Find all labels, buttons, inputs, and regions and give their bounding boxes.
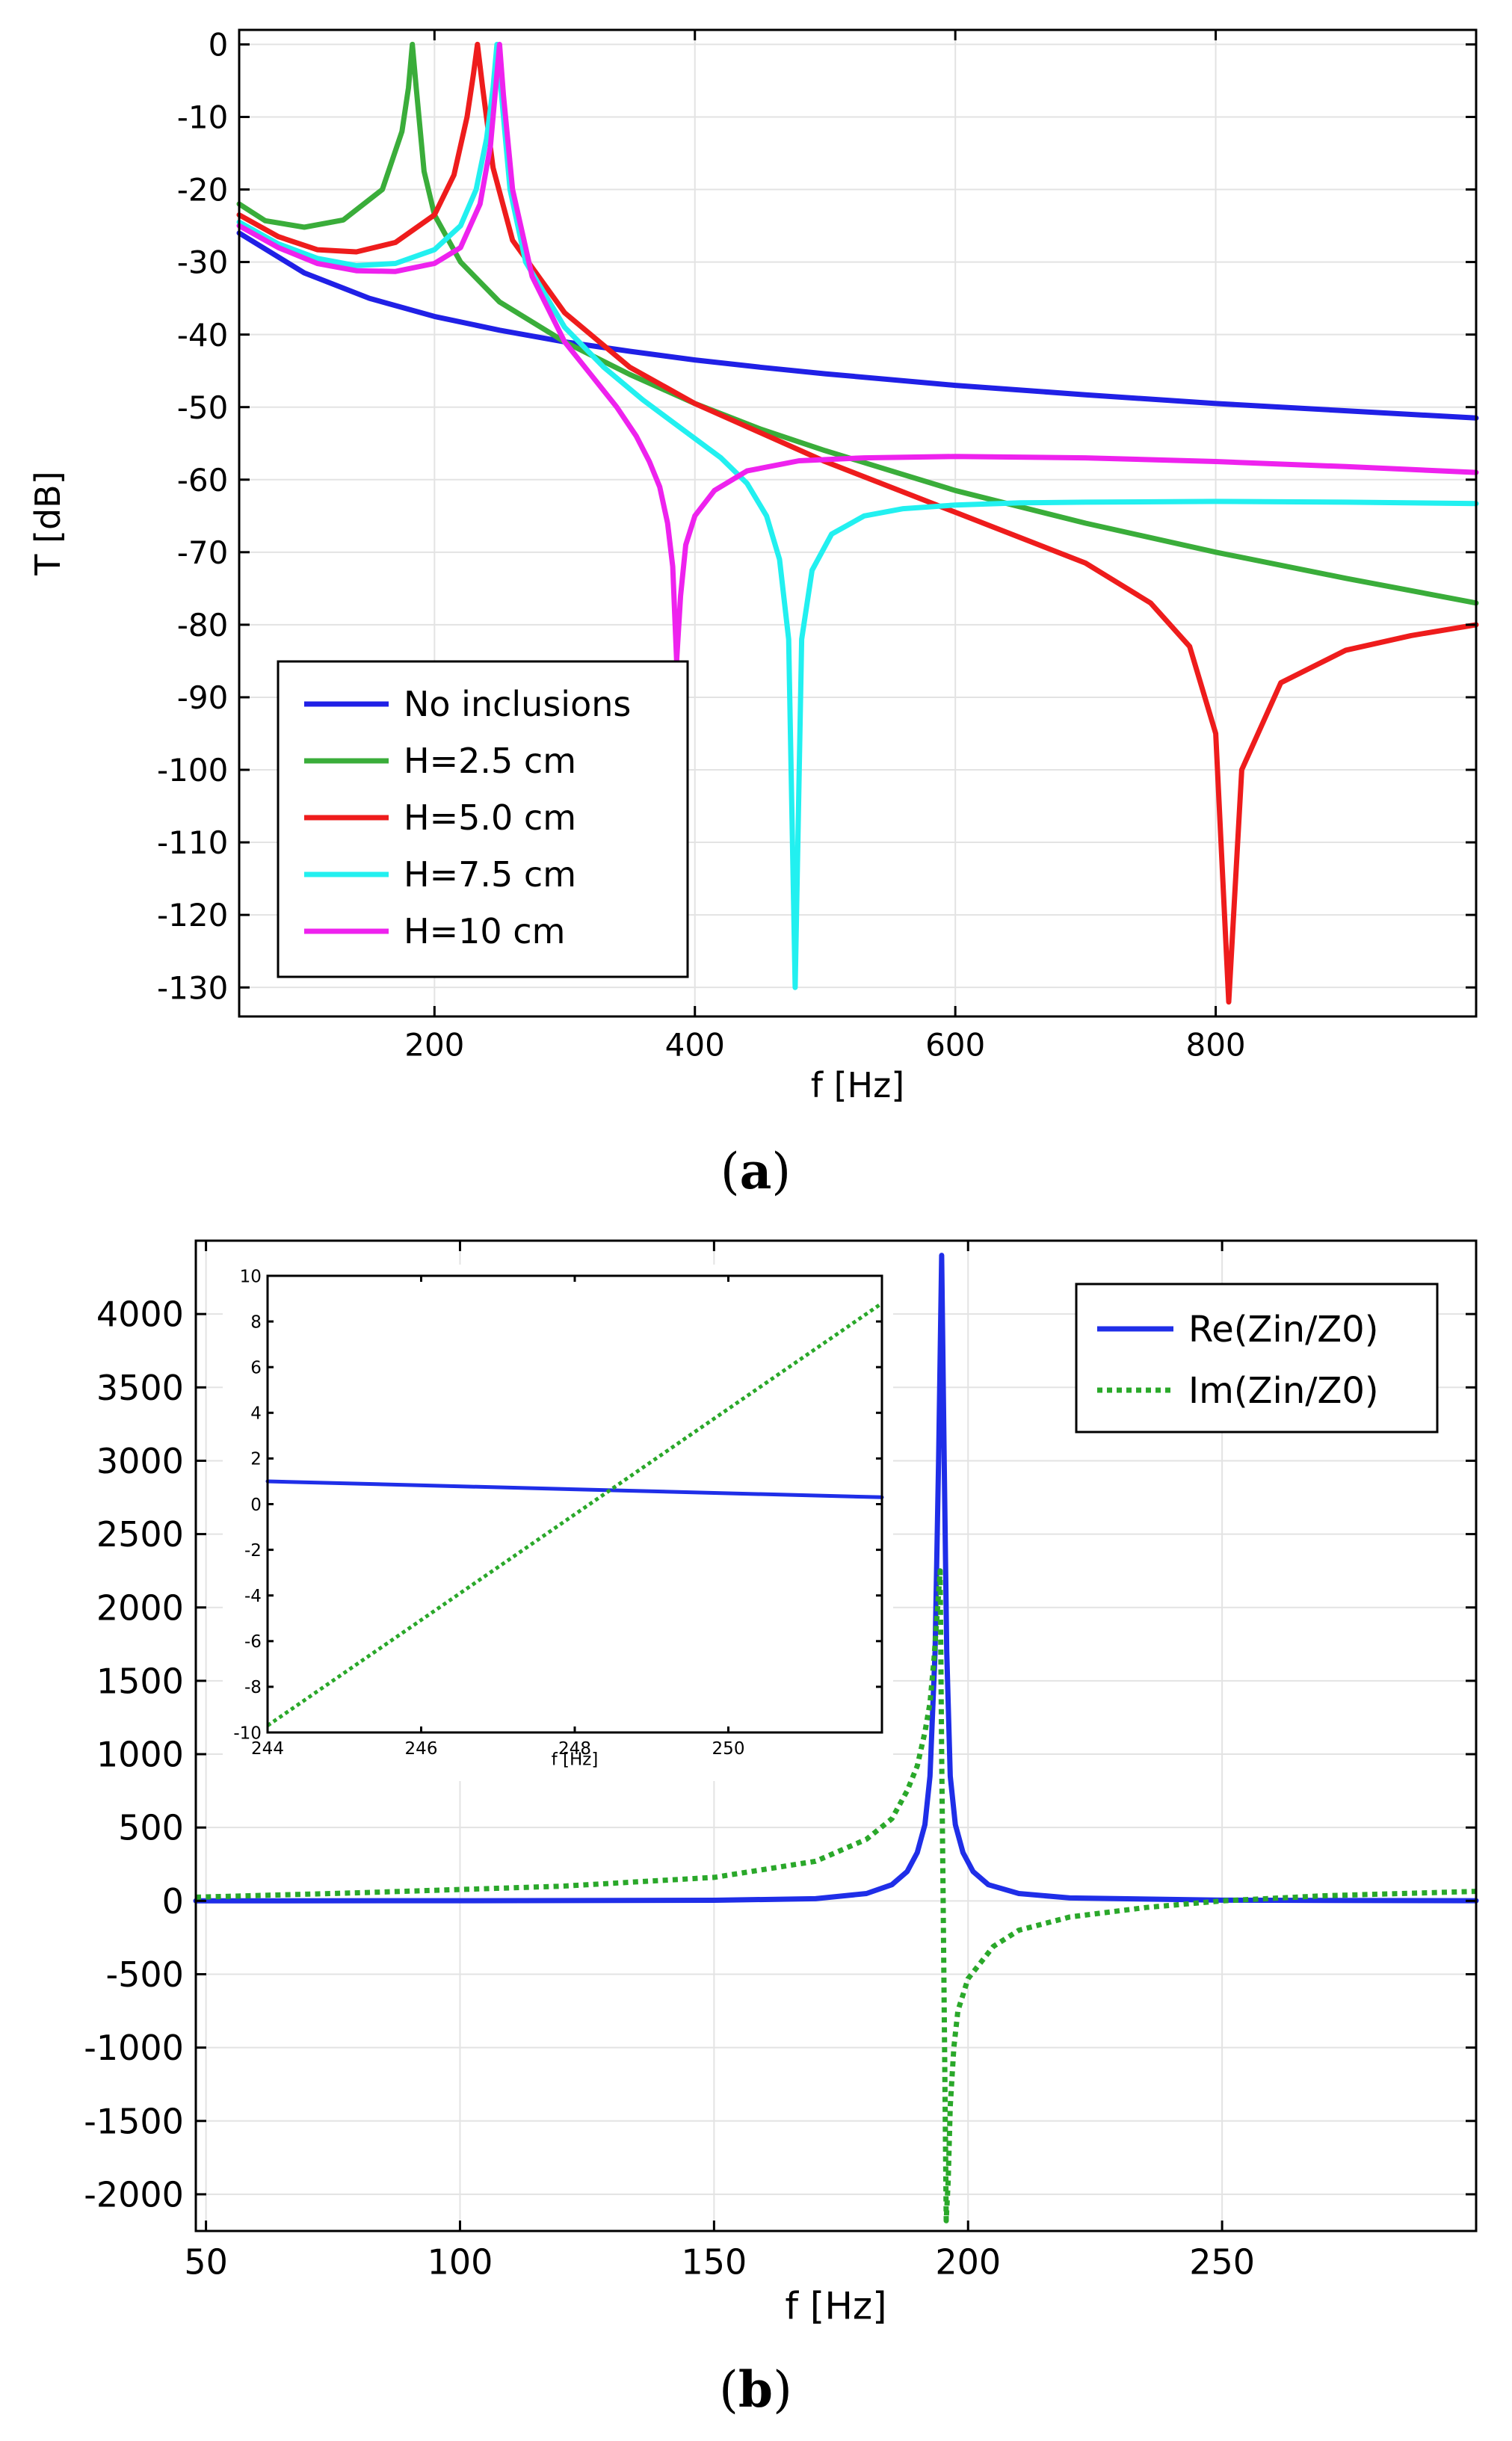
y-tick-label: -70 [177,534,229,571]
y-tick-label: -40 [177,317,229,354]
y-tick-label: 3000 [96,1441,184,1481]
series-line-bi-0 [265,1479,884,1499]
legend-b: Re(Zin/Z0) Im(Zin/Z0) [1075,1283,1439,1434]
legend-label: H=5.0 cm [404,797,576,838]
y-tick-label: 0 [209,27,229,64]
y-tick-label: 6 [250,1358,262,1377]
panel-caption-b: (b) [719,2360,792,2419]
legend-a: No inclusions H=2.5 cm H=5.0 cm H=7.5 cm H=1… [277,660,689,978]
plot-frame [194,1239,1478,2232]
series-line-b-0 [193,1253,1479,1904]
y-tick-label: -30 [177,244,229,281]
y-axis-label: T [dB] [28,471,68,575]
y-tick-label: 3500 [96,1368,184,1408]
y-tick-label: -1500 [84,2101,184,2141]
x-tick-label: 250 [1189,2242,1255,2283]
legend-label: H=7.5 cm [404,854,576,895]
x-tick-label: 600 [925,1027,985,1064]
series-line-bi-1 [266,1301,883,1727]
legend-label: H=10 cm [404,911,565,951]
y-tick-label: -60 [177,462,229,499]
y-tick-label: 2 [250,1450,262,1469]
y-tick-label: 4000 [96,1294,184,1335]
x-tick-label: 248 [558,1739,591,1759]
y-tick-label: -20 [177,172,229,209]
y-tick-label: -130 [157,969,228,1006]
y-tick-label: -90 [177,679,229,716]
y-tick-label: 2000 [96,1587,184,1628]
panel-bi: 244 246 248 250 10 8 6 4 2 0 -2 -4 -6 -8 -10 f [Hz] [233,1267,884,1770]
x-axis-label: f [Hz] [811,1065,904,1105]
y-tick-label: 8 [250,1312,262,1332]
x-tick-label: 100 [428,2242,493,2283]
x-tick-label: 50 [184,2242,228,2283]
y-tick-label: 1000 [96,1735,184,1775]
y-tick-label: 0 [162,1881,184,1922]
y-tick-label: -110 [157,824,228,861]
legend-label: H=2.5 cm [404,741,576,781]
y-tick-label: 0 [250,1496,262,1515]
x-tick-label: 200 [935,2242,1001,2283]
y-tick-label: -10 [177,99,229,136]
legend-label: No inclusions [404,684,631,724]
y-tick-label: -10 [233,1723,262,1743]
x-tick-label: 400 [665,1027,725,1064]
y-tick-label: -1000 [84,2028,184,2068]
y-tick-label: 500 [118,1808,184,1848]
legend-box [1075,1283,1439,1434]
x-tick-label: 150 [681,2242,747,2283]
y-tick-label: -80 [177,607,229,644]
legend-label: Re(Zin/Z0) [1188,1309,1378,1351]
x-tick-label: 800 [1185,1027,1245,1064]
y-tick-label: -6 [244,1632,262,1652]
y-tick-label: -4 [244,1587,262,1606]
series-line-a-4 [236,41,1479,664]
y-tick-label: 1500 [96,1661,184,1701]
y-tick-label: 10 [240,1267,262,1286]
y-tick-label: -2 [244,1541,262,1561]
series-line-a-3 [236,41,1479,990]
y-tick-label: -2000 [84,2174,184,2215]
panel-a: 200 400 600 800 0 -10 -20 -30 -40 -50 -60 -70 -80 -90… [28,27,1479,1105]
series-line-b-1 [195,1568,1477,2224]
y-tick-label: -50 [177,389,229,426]
panel-caption-a: (a) [720,1142,791,1200]
y-tick-label: -120 [157,897,228,933]
x-tick-label: 200 [404,1027,464,1064]
y-tick-label: -8 [244,1678,262,1697]
legend-label: Im(Zin/Z0) [1188,1370,1379,1412]
x-tick-label: 244 [251,1739,284,1759]
y-tick-label: -500 [105,1954,183,1995]
x-tick-label: 250 [712,1739,745,1759]
series-line-a-2 [236,41,1479,1005]
y-tick-label: 4 [250,1404,262,1424]
x-tick-label: 246 [405,1739,438,1759]
x-axis-label: f [Hz] [552,1750,599,1770]
x-axis-label: f [Hz] [785,2285,886,2328]
y-tick-label: -100 [157,752,228,789]
plot-frame [238,28,1478,1018]
series-line-a-0 [236,230,1479,421]
plot-area [268,1276,882,1732]
y-tick-label: 2500 [96,1514,184,1555]
